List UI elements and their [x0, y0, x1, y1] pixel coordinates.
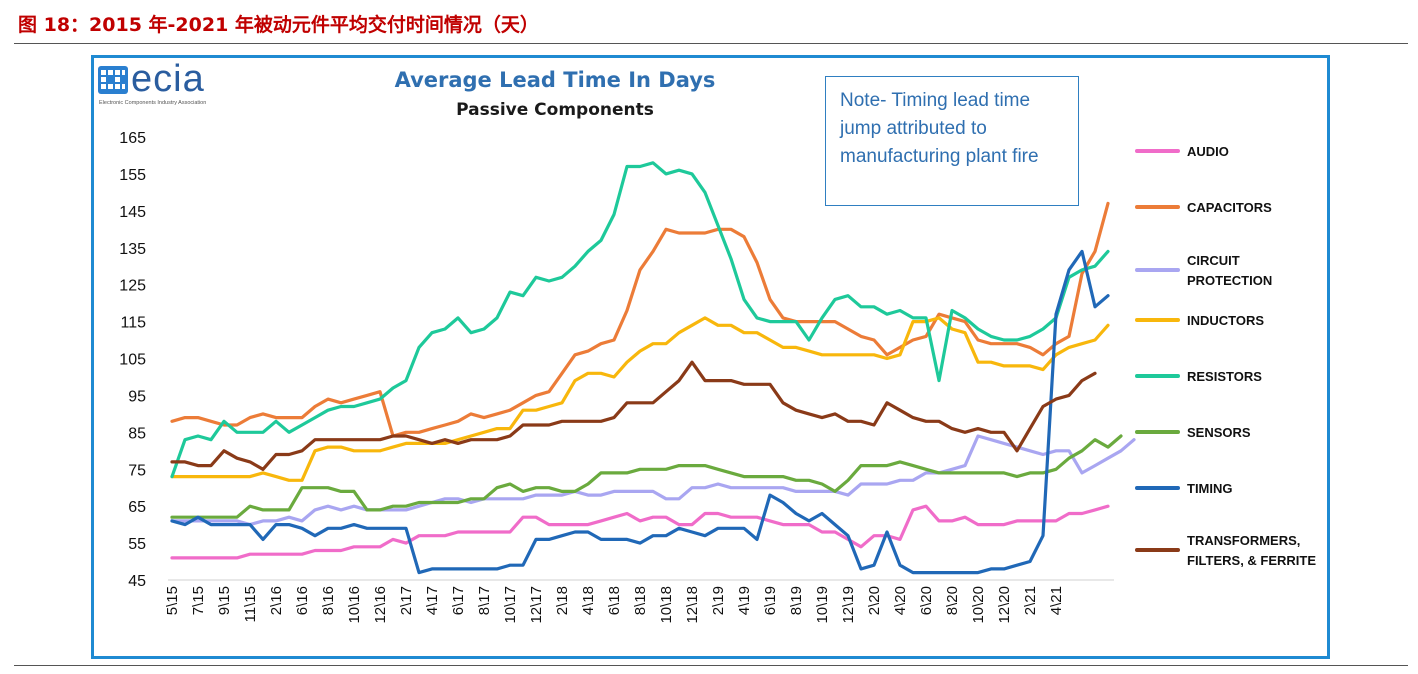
y-tick-label-95: 95 [128, 388, 146, 405]
x-tick-label: 2\18 [554, 586, 571, 615]
figure-title: 图 18：2015 年-2021 年被动元件平均交付时间情况（天） [18, 14, 539, 36]
y-tick-label-165: 165 [119, 130, 146, 147]
y-tick-label-125: 125 [119, 278, 146, 295]
chart-frame [91, 55, 1330, 659]
y-tick-label-45: 45 [128, 573, 146, 590]
bottom-rule [14, 665, 1408, 666]
x-tick-label: 2\19 [710, 586, 727, 615]
legend-label-resistors: RESISTORS [1187, 369, 1262, 384]
x-tick-label: 10\16 [346, 586, 363, 624]
top-rule [14, 43, 1408, 44]
x-tick-label: 12\16 [372, 586, 389, 624]
chart-title: Average Lead Time In Days [394, 68, 716, 92]
y-tick-label-55: 55 [128, 536, 146, 553]
x-tick-label: 2\16 [268, 586, 285, 615]
x-tick-label: 8\17 [476, 586, 493, 615]
x-tick-label: 12\17 [528, 586, 545, 624]
x-tick-label: 2\21 [1022, 586, 1039, 615]
legend-label-audio: AUDIO [1187, 144, 1229, 159]
note-box: Note- Timing lead time jump attributed t… [825, 76, 1079, 206]
x-tick-label: 2\20 [866, 586, 883, 615]
y-tick-label-115: 115 [120, 315, 146, 332]
y-tick-label-155: 155 [119, 167, 146, 184]
y-tick-label-75: 75 [128, 462, 146, 479]
x-tick-label: 10\20 [970, 586, 987, 624]
x-tick-label: 11\15 [242, 586, 259, 622]
x-tick-label: 8\20 [944, 586, 961, 615]
series-line-transformers-filters-ferrite [170, 360, 1097, 471]
series-line-timing [170, 249, 1110, 575]
x-tick-label: 6\19 [762, 586, 779, 615]
legend-label-transformers-filters-ferrite: TRANSFORMERS, [1187, 533, 1300, 548]
x-tick-label: 4\19 [736, 586, 753, 615]
y-tick-label-105: 105 [119, 352, 146, 369]
legend-label-timing: TIMING [1187, 481, 1233, 496]
x-tick-label: 10\19 [814, 586, 831, 624]
legend-label-capacitors: CAPACITORS [1187, 200, 1272, 215]
x-tick-label: 4\20 [892, 586, 909, 615]
legend-label-inductors: INDUCTORS [1187, 313, 1264, 328]
legend-label-sensors: SENSORS [1187, 425, 1251, 440]
chart-subtitle: Passive Components [456, 100, 654, 120]
x-tick-label: 6\20 [918, 586, 935, 615]
x-tick-label: 6\18 [606, 586, 623, 615]
x-tick-label: 4\21 [1048, 586, 1065, 615]
series-line-circuit-protection [170, 434, 1136, 527]
x-tick-label: 7\15 [190, 586, 207, 615]
x-tick-label: 8\16 [320, 586, 337, 615]
x-tick-label: 5\15 [164, 586, 181, 615]
y-tick-label-145: 145 [119, 204, 146, 221]
series-line-sensors [170, 434, 1123, 519]
y-tick-label-65: 65 [128, 499, 146, 516]
ecia-logo-subtext: Electronic Components Industry Associati… [99, 100, 207, 106]
x-tick-label: 12\19 [840, 586, 857, 624]
x-tick-label: 10\17 [502, 586, 519, 624]
series-line-resistors [170, 161, 1110, 479]
x-tick-label: 8\18 [632, 586, 649, 615]
legend-label-circuit-protection: CIRCUIT [1187, 253, 1240, 268]
legend-label-transformers-filters-ferrite: FILTERS, & FERRITE [1187, 553, 1316, 568]
x-tick-label: 12\18 [684, 586, 701, 624]
series-line-audio [170, 504, 1110, 560]
x-tick-label: 2\17 [398, 586, 415, 615]
ecia-logo-text: ecia [131, 58, 205, 100]
y-tick-label-85: 85 [128, 425, 146, 442]
legend-label-circuit-protection: PROTECTION [1187, 273, 1272, 288]
x-tick-label: 6\16 [294, 586, 311, 615]
x-tick-label: 6\17 [450, 586, 467, 615]
x-tick-label: 9\15 [216, 586, 233, 615]
x-tick-label: 8\19 [788, 586, 805, 615]
x-tick-label: 4\18 [580, 586, 597, 615]
x-tick-label: 10\18 [658, 586, 675, 624]
x-tick-label: 4\17 [424, 586, 441, 615]
y-tick-label-135: 135 [119, 241, 146, 258]
series-line-inductors [170, 316, 1110, 482]
x-tick-label: 12\20 [996, 586, 1013, 624]
